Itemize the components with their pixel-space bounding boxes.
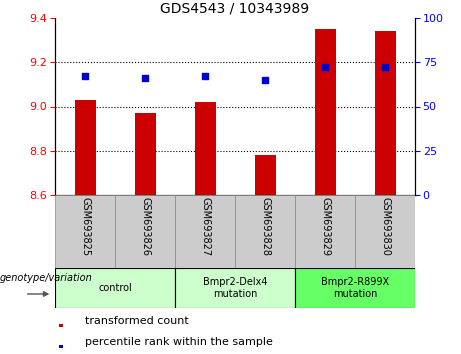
- Bar: [135, 113, 155, 195]
- Text: GSM693826: GSM693826: [140, 197, 150, 256]
- Text: percentile rank within the sample: percentile rank within the sample: [85, 337, 273, 347]
- Text: Bmpr2-Delx4
mutation: Bmpr2-Delx4 mutation: [203, 277, 267, 299]
- Title: GDS4543 / 10343989: GDS4543 / 10343989: [160, 1, 310, 16]
- Text: GSM693828: GSM693828: [260, 197, 270, 256]
- Bar: [295, 268, 415, 308]
- Point: [321, 64, 329, 69]
- Point: [142, 75, 149, 81]
- Bar: [254, 155, 276, 195]
- Bar: [59, 324, 63, 327]
- Text: genotype/variation: genotype/variation: [0, 273, 93, 283]
- Point: [201, 73, 209, 78]
- Point: [261, 77, 269, 83]
- Bar: [55, 268, 175, 308]
- Bar: [295, 195, 355, 268]
- Text: transformed count: transformed count: [85, 316, 189, 326]
- Text: GSM693830: GSM693830: [380, 197, 390, 256]
- Bar: [175, 268, 295, 308]
- Bar: [75, 100, 95, 195]
- Bar: [59, 345, 63, 348]
- Bar: [235, 195, 295, 268]
- Text: GSM693825: GSM693825: [80, 197, 90, 256]
- Bar: [374, 31, 396, 195]
- Text: GSM693827: GSM693827: [200, 197, 210, 256]
- Bar: [314, 29, 336, 195]
- Text: Bmpr2-R899X
mutation: Bmpr2-R899X mutation: [321, 277, 389, 299]
- Point: [381, 64, 389, 69]
- Bar: [195, 102, 215, 195]
- Bar: [115, 195, 175, 268]
- Text: control: control: [98, 283, 132, 293]
- Point: [81, 73, 89, 78]
- Bar: [175, 195, 235, 268]
- Bar: [355, 195, 415, 268]
- Text: GSM693829: GSM693829: [320, 197, 330, 256]
- Bar: [55, 195, 115, 268]
